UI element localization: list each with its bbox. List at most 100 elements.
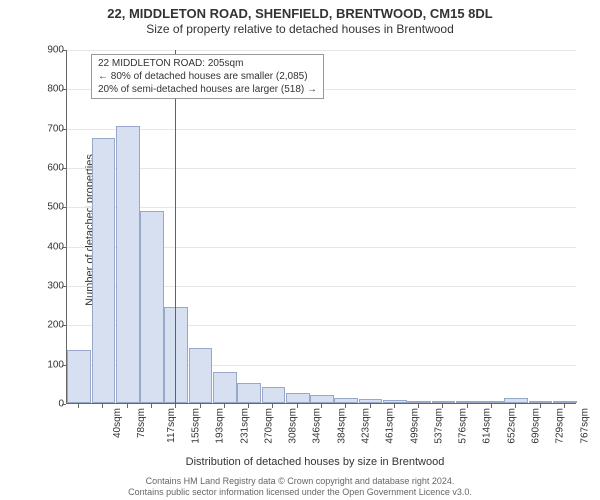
- histogram-bar: [529, 401, 553, 403]
- annotation-line-2: ← 80% of detached houses are smaller (2,…: [98, 70, 317, 83]
- y-tick-mark: [62, 325, 66, 326]
- x-tick-mark: [515, 404, 516, 408]
- histogram-bar: [383, 400, 407, 403]
- y-tick-label: 900: [36, 45, 64, 56]
- footer-line-1: Contains HM Land Registry data © Crown c…: [0, 476, 600, 487]
- x-tick-mark: [297, 404, 298, 408]
- x-tick-label: 461sqm: [385, 408, 396, 444]
- x-tick-label: 537sqm: [433, 408, 444, 444]
- chart-title: 22, MIDDLETON ROAD, SHENFIELD, BRENTWOOD…: [0, 6, 600, 22]
- x-tick-mark: [418, 404, 419, 408]
- histogram-bar: [116, 126, 140, 403]
- histogram-bar: [432, 401, 456, 403]
- y-tick-mark: [62, 365, 66, 366]
- x-tick-mark: [102, 404, 103, 408]
- histogram-bar: [310, 395, 334, 403]
- x-tick-mark: [345, 404, 346, 408]
- x-tick-mark: [151, 404, 152, 408]
- histogram-bar: [553, 401, 577, 403]
- x-tick-mark: [370, 404, 371, 408]
- y-tick-mark: [62, 129, 66, 130]
- y-tick-label: 500: [36, 202, 64, 213]
- histogram-bar: [67, 350, 91, 403]
- x-tick-label: 193sqm: [215, 408, 226, 444]
- y-tick-mark: [62, 89, 66, 90]
- x-tick-mark: [540, 404, 541, 408]
- y-tick-mark: [62, 168, 66, 169]
- x-tick-label: 423sqm: [361, 408, 372, 444]
- histogram-bar: [213, 372, 237, 403]
- y-tick-label: 400: [36, 241, 64, 252]
- x-tick-mark: [564, 404, 565, 408]
- x-tick-mark: [127, 404, 128, 408]
- histogram-bar: [480, 401, 504, 403]
- histogram-bar: [140, 211, 164, 403]
- x-tick-label: 78sqm: [136, 408, 147, 438]
- x-tick-label: 729sqm: [555, 408, 566, 444]
- chart-area: Number of detached properties 22 MIDDLET…: [50, 44, 580, 434]
- y-tick-label: 800: [36, 84, 64, 95]
- x-tick-mark: [78, 404, 79, 408]
- annotation-line-3: 20% of semi-detached houses are larger (…: [98, 83, 317, 96]
- x-tick-label: 767sqm: [579, 408, 590, 444]
- x-tick-mark: [467, 404, 468, 408]
- x-tick-label: 652sqm: [506, 408, 517, 444]
- x-tick-label: 231sqm: [239, 408, 250, 444]
- y-tick-label: 200: [36, 320, 64, 331]
- gridline: [67, 168, 576, 169]
- annotation-box: 22 MIDDLETON ROAD: 205sqm← 80% of detach…: [91, 54, 324, 99]
- y-tick-label: 0: [36, 399, 64, 410]
- histogram-bar: [92, 138, 116, 404]
- x-tick-mark: [394, 404, 395, 408]
- x-tick-mark: [248, 404, 249, 408]
- histogram-bar: [286, 393, 310, 403]
- x-tick-mark: [442, 404, 443, 408]
- y-tick-mark: [62, 404, 66, 405]
- y-tick-mark: [62, 50, 66, 51]
- x-tick-label: 270sqm: [263, 408, 274, 444]
- histogram-bar: [456, 401, 480, 403]
- x-tick-label: 40sqm: [112, 408, 123, 438]
- gridline: [67, 50, 576, 51]
- histogram-bar: [407, 401, 431, 403]
- x-tick-mark: [224, 404, 225, 408]
- histogram-bar: [164, 307, 188, 403]
- histogram-bar: [237, 383, 261, 403]
- x-tick-label: 346sqm: [312, 408, 323, 444]
- x-tick-label: 576sqm: [458, 408, 469, 444]
- y-tick-label: 600: [36, 163, 64, 174]
- x-tick-label: 690sqm: [531, 408, 542, 444]
- y-tick-label: 300: [36, 281, 64, 292]
- x-tick-label: 499sqm: [409, 408, 420, 444]
- x-tick-mark: [175, 404, 176, 408]
- gridline: [67, 129, 576, 130]
- y-tick-mark: [62, 286, 66, 287]
- x-tick-mark: [321, 404, 322, 408]
- y-tick-mark: [62, 247, 66, 248]
- gridline: [67, 207, 576, 208]
- chart-subtitle: Size of property relative to detached ho…: [0, 22, 600, 37]
- histogram-bar: [359, 399, 383, 403]
- chart-footer: Contains HM Land Registry data © Crown c…: [0, 476, 600, 498]
- x-tick-mark: [272, 404, 273, 408]
- x-tick-label: 384sqm: [336, 408, 347, 444]
- histogram-bar: [262, 387, 286, 403]
- y-tick-mark: [62, 207, 66, 208]
- y-tick-label: 700: [36, 123, 64, 134]
- reference-line: [175, 50, 176, 403]
- plot-region: 22 MIDDLETON ROAD: 205sqm← 80% of detach…: [66, 50, 576, 404]
- y-tick-label: 100: [36, 359, 64, 370]
- histogram-bar: [334, 398, 358, 403]
- x-axis-label: Distribution of detached houses by size …: [50, 456, 580, 468]
- footer-line-2: Contains public sector information licen…: [0, 487, 600, 498]
- x-tick-mark: [491, 404, 492, 408]
- x-tick-mark: [200, 404, 201, 408]
- histogram-bar: [504, 398, 528, 403]
- x-tick-label: 614sqm: [482, 408, 493, 444]
- x-tick-label: 117sqm: [166, 408, 177, 443]
- x-tick-label: 155sqm: [191, 408, 202, 444]
- annotation-line-1: 22 MIDDLETON ROAD: 205sqm: [98, 57, 317, 70]
- histogram-bar: [189, 348, 213, 403]
- x-tick-label: 308sqm: [288, 408, 299, 444]
- chart-header: 22, MIDDLETON ROAD, SHENFIELD, BRENTWOOD…: [0, 0, 600, 37]
